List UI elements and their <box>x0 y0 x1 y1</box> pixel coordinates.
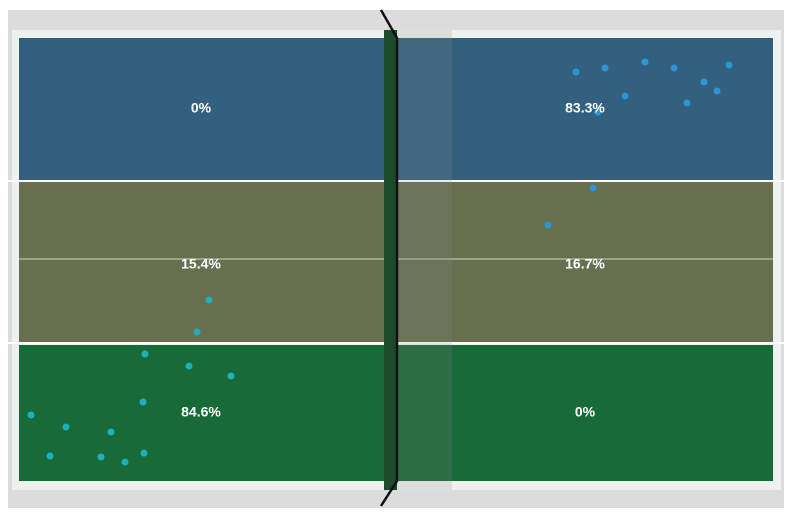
zone-percent: 15.4% <box>181 256 221 272</box>
shot-dot <box>670 64 678 72</box>
zone-percent: 16.7% <box>565 256 605 272</box>
shot-dot <box>121 458 129 466</box>
shot-dot <box>544 221 552 229</box>
shot-dot <box>141 350 149 358</box>
shot-dot <box>621 92 629 100</box>
zone <box>397 345 773 481</box>
left-half <box>19 38 384 481</box>
shot-dot <box>140 449 148 457</box>
zone-percent: 83.3% <box>565 100 605 116</box>
shot-dot <box>594 108 602 116</box>
shot-dot <box>62 423 70 431</box>
shot-dot <box>193 328 201 336</box>
zone <box>397 38 773 180</box>
shot-dot <box>205 296 213 304</box>
shot-dot <box>185 362 193 370</box>
shot-dot <box>725 61 733 69</box>
shot-dot <box>589 184 597 192</box>
shot-dot <box>683 99 691 107</box>
right-shots <box>544 58 733 229</box>
right-half <box>397 38 773 481</box>
shot-dot <box>227 372 235 380</box>
zone <box>397 182 773 342</box>
shot-dot <box>572 68 580 76</box>
shot-dot <box>713 87 721 95</box>
net-shadow <box>397 30 452 490</box>
shot-dot <box>27 411 35 419</box>
shot-dot <box>700 78 708 86</box>
zone <box>19 345 384 481</box>
net <box>384 30 397 490</box>
shot-dot <box>46 452 54 460</box>
zone-percent: 84.6% <box>181 404 221 420</box>
shot-dot <box>97 453 105 461</box>
shot-dot <box>641 58 649 66</box>
zone <box>19 38 384 180</box>
shot-dot <box>139 398 147 406</box>
zone-percent: 0% <box>191 100 212 116</box>
zone-percent: 0% <box>575 404 596 420</box>
left-shots <box>27 296 235 466</box>
net-post <box>379 9 399 507</box>
shot-dot <box>107 428 115 436</box>
zone <box>19 182 384 342</box>
shot-dot <box>601 64 609 72</box>
